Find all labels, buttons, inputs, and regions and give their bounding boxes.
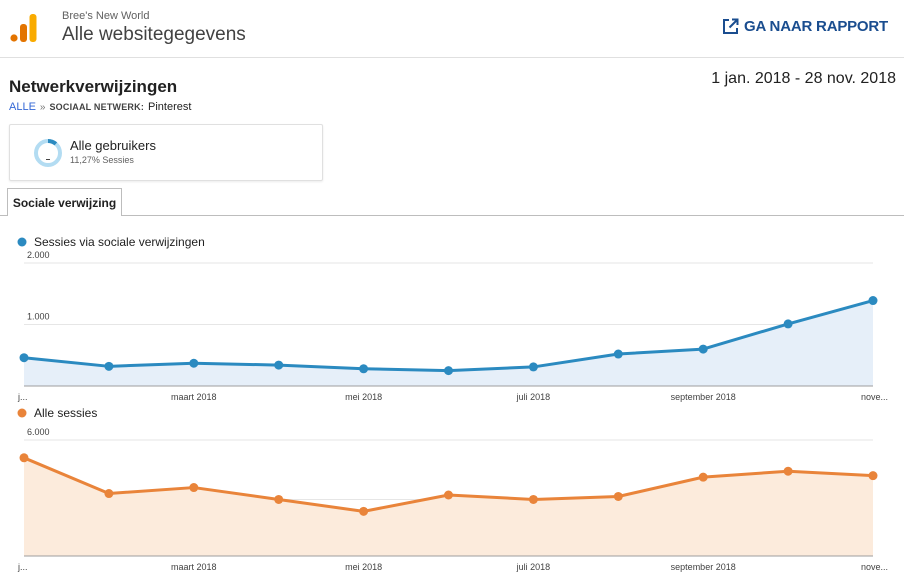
- breadcrumb-separator: »: [39, 102, 46, 113]
- breadcrumb-dimension: SOCIAAL NETWERK:: [49, 102, 145, 112]
- y-tick-label: 1.000: [27, 312, 50, 322]
- view-name[interactable]: Alle websitegegevens: [62, 24, 246, 45]
- go-to-report-label: GA NAAR RAPPORT: [744, 18, 888, 35]
- x-tick-label: juli 2018: [516, 562, 551, 572]
- date-range[interactable]: 1 jan. 2018 - 28 nov. 2018: [711, 70, 896, 87]
- legend-label: Alle sessies: [34, 406, 97, 420]
- segment-card[interactable]: Alle gebruikers 11,27% Sessies: [9, 124, 323, 181]
- legend-label: Sessies via sociale verwijzingen: [34, 235, 205, 249]
- data-point[interactable]: [444, 366, 453, 376]
- data-point[interactable]: [359, 364, 369, 374]
- tab-sociale-verwijzing[interactable]: Sociale verwijzing: [7, 188, 122, 217]
- data-point[interactable]: [528, 494, 538, 504]
- data-point[interactable]: [783, 466, 793, 476]
- breadcrumb: ALLE » SOCIAAL NETWERK: Pinterest: [9, 101, 191, 113]
- x-tick-label: september 2018: [671, 392, 736, 402]
- data-point[interactable]: [274, 360, 284, 370]
- data-point[interactable]: [444, 490, 453, 500]
- data-point[interactable]: [189, 483, 199, 493]
- x-tick-label: j...: [17, 392, 28, 402]
- data-point[interactable]: [698, 472, 708, 482]
- breadcrumb-root-link[interactable]: ALLE: [9, 101, 36, 113]
- data-point[interactable]: [613, 491, 623, 501]
- data-point[interactable]: [19, 453, 29, 463]
- open-in-new-icon: [723, 18, 739, 34]
- y-tick-label: 2.000: [27, 250, 50, 260]
- data-point[interactable]: [868, 296, 878, 306]
- app-header: Bree's New World Alle websitegegevens GA…: [0, 0, 904, 58]
- data-point[interactable]: [104, 361, 114, 371]
- x-tick-label: maart 2018: [171, 392, 217, 402]
- x-tick-label: mei 2018: [345, 392, 382, 402]
- analytics-logo-icon[interactable]: [10, 13, 38, 43]
- data-point[interactable]: [359, 506, 369, 516]
- x-tick-label: juli 2018: [516, 392, 551, 402]
- charts: Sessies via sociale verwijzingen 1.000 2.0…: [17, 235, 888, 572]
- account-name[interactable]: Bree's New World: [62, 10, 150, 22]
- y-tick-label: 6.000: [27, 427, 50, 437]
- data-point[interactable]: [189, 358, 199, 368]
- tab-bar: Sociale verwijzing: [0, 188, 904, 217]
- data-point[interactable]: [528, 362, 538, 372]
- data-point[interactable]: [19, 353, 29, 363]
- x-tick-label: j...: [17, 562, 28, 572]
- x-tick-label: maart 2018: [171, 562, 217, 572]
- legend-swatch: [17, 408, 27, 418]
- x-tick-label: mei 2018: [345, 562, 382, 572]
- breadcrumb-value: Pinterest: [148, 101, 192, 113]
- data-point[interactable]: [613, 349, 623, 359]
- go-to-report-link[interactable]: GA NAAR RAPPORT: [722, 18, 888, 35]
- series-area: [24, 457, 873, 556]
- legend-swatch: [17, 237, 27, 247]
- segment-name: Alle gebruikers: [70, 138, 156, 153]
- page-title: Netwerkverwijzingen: [9, 77, 178, 96]
- x-tick-label: nove...: [861, 392, 888, 402]
- x-tick-label: nove...: [861, 562, 888, 572]
- data-point[interactable]: [274, 494, 284, 504]
- data-point[interactable]: [868, 471, 878, 481]
- data-point[interactable]: [104, 489, 114, 499]
- data-point[interactable]: [698, 344, 708, 354]
- x-tick-label: september 2018: [671, 562, 736, 572]
- data-point[interactable]: [783, 319, 793, 329]
- segment-donut-icon: [34, 139, 62, 167]
- segment-stat: 11,27% Sessies: [70, 155, 134, 165]
